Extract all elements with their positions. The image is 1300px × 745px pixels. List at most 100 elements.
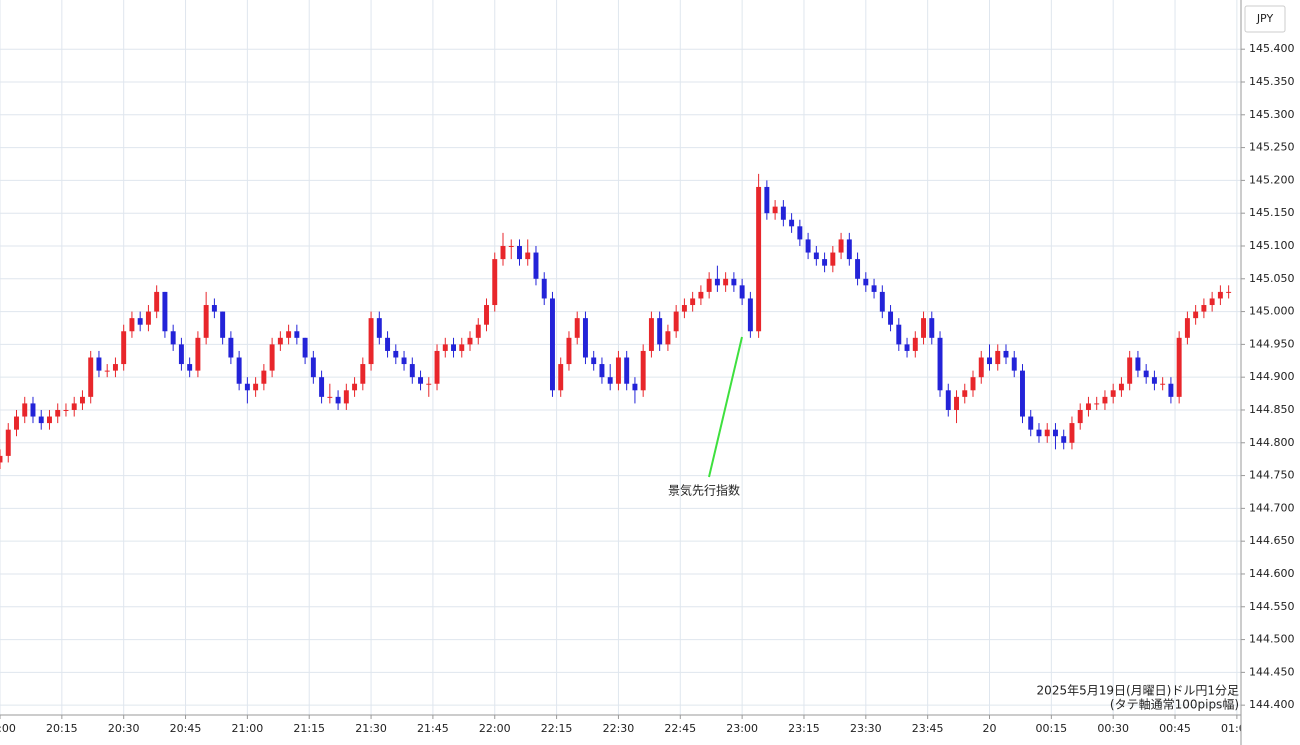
candle-body [1044,429,1050,437]
candle-body [195,337,201,371]
candle-body [104,370,110,372]
candle-body [71,403,77,410]
candle-body [1102,396,1108,404]
x-axis: 20:00 20:15 20:30 20:45 21:00 21:15 21:30 21:45… [0,715,1241,735]
candle-body [1127,357,1133,384]
currency-box [1244,5,1286,33]
x-tick-label: 20:15 [46,722,78,735]
candles [0,173,1232,470]
candle-body [203,305,209,338]
candle-body [319,377,325,397]
candle-body [79,396,85,404]
x-tick-label: 00:30 [1097,722,1129,735]
candle-body [962,390,968,397]
candle-body [566,337,572,365]
annotation-line [708,336,743,478]
candle-body [929,318,935,338]
note: 2025年5月19日(月曜日)ドル円1分足 [1037,684,1239,698]
candle-body [904,344,910,351]
candle-body [129,318,135,332]
candle-body [286,331,292,338]
candle-body [88,357,94,397]
candle-body [888,311,894,325]
y-tick-label: 144.400 [1249,698,1295,711]
candle-body [838,239,844,253]
candle-body [690,298,696,306]
candle-body [789,219,795,227]
candle-body [591,357,597,365]
candle-body [508,245,514,247]
x-tick-label: 23:45 [912,722,944,735]
candle-body [187,364,193,371]
candle-body [1151,377,1157,384]
candle-body [1003,350,1009,358]
candle-body [442,344,448,351]
y-tick-label: 144.500 [1249,633,1295,646]
x-tick-label: 23:30 [850,722,882,735]
candle-body [1011,357,1017,371]
candle-body [813,252,819,260]
candle-body [63,409,69,411]
candle-body [607,377,613,384]
candle-body [1069,423,1075,443]
candle-body [640,350,646,391]
candle-body [632,383,638,391]
candle-body [96,357,102,371]
candle-body [1094,403,1100,405]
candle-body [698,291,704,299]
candle-body [1061,436,1067,443]
candle-body [879,291,885,312]
candle-body [665,331,671,345]
candle-body [368,318,374,365]
y-tick-label: 144.600 [1249,567,1295,580]
x-tick-label: 21:15 [293,722,325,735]
candle-body [261,370,267,384]
candle-body [335,396,341,404]
candle-body [385,337,391,351]
candle-body [434,350,440,384]
note: (タテ軸通常100pips幅) [1110,697,1239,712]
candle-body [154,291,160,312]
candle-body [772,206,778,214]
candle-body [121,331,127,365]
y-tick-label: 145.050 [1249,272,1295,285]
candle-body [269,344,275,371]
candle-body [484,305,489,325]
candle-body [780,206,786,220]
candle-body [1201,305,1207,312]
candle-body [1143,370,1149,378]
candle-body [706,278,712,292]
candle-body [1217,291,1223,299]
y-tick-label: 145.250 [1249,141,1295,154]
y-tick-label: 145.200 [1249,173,1295,186]
y-tick-label: 145.350 [1249,75,1295,88]
grid [0,0,1241,715]
candle-body [38,416,44,424]
candle-body [723,278,729,286]
candle-body [525,252,531,260]
candle-body [987,357,992,365]
candle-body [5,429,11,456]
candle-body [244,383,250,391]
x-tick-label: 22:15 [541,722,573,735]
candle-body [912,337,918,351]
y-tick-label: 144.450 [1249,665,1295,678]
x-tick-label: 20:45 [170,722,202,735]
y-tick-label: 144.950 [1249,337,1295,350]
candle-body [352,383,358,391]
candle-body [599,364,605,378]
candle-body [310,357,316,378]
candle-body [1176,337,1182,397]
x-tick-label: 00:15 [1035,722,1067,735]
x-tick-label: 23:00 [726,722,758,735]
candle-body [747,298,753,332]
candle-body [409,364,415,378]
candle-body [145,311,151,325]
y-tick-label: 144.700 [1249,501,1295,514]
candle-body [517,245,522,260]
candle-body [220,311,226,338]
candle-body [1118,383,1124,391]
candle-body [467,337,473,345]
candle-body [978,357,984,378]
